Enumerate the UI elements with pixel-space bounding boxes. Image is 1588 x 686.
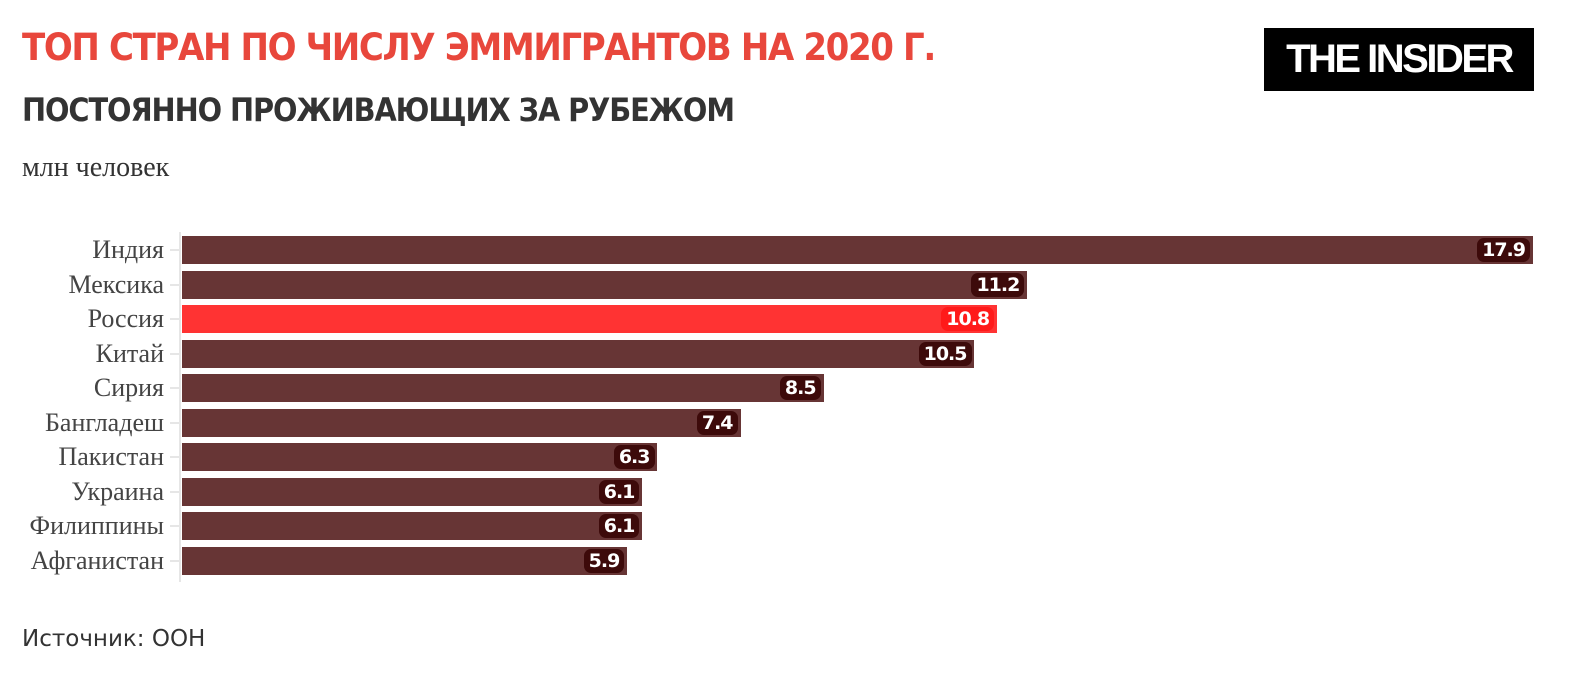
axis-tick	[170, 249, 180, 251]
bar	[182, 443, 658, 471]
units-label: млн человек	[22, 152, 170, 183]
bar-row: Мексика 11.2	[0, 269, 1588, 299]
category-label: Мексика	[68, 269, 164, 299]
axis-tick	[170, 421, 180, 424]
bar	[182, 339, 975, 368]
bar	[182, 512, 643, 540]
value-label: 10.8	[941, 307, 995, 331]
bar-highlighted	[182, 305, 998, 333]
category-label: Индия	[92, 235, 164, 264]
value-label: 11.2	[971, 272, 1025, 297]
category-label: Россия	[87, 304, 164, 333]
axis-tick	[170, 352, 180, 355]
bar	[182, 546, 628, 575]
bar-chart: Индия 17.9 Мексика 11.2 Россия 10.8 Китай 10.5 С…	[0, 228, 1588, 588]
chart-title: ТОП СТРАН ПО ЧИСЛУ ЭММИГРАНТОВ НА 2020 Г…	[22, 26, 936, 69]
bar-row: Филиппины 6.1	[0, 511, 1588, 540]
value-label: 6.1	[598, 514, 640, 538]
value-label: 10.5	[918, 341, 972, 366]
category-label: Украина	[71, 476, 164, 506]
value-label: 7.4	[696, 410, 738, 435]
value-label: 17.9	[1477, 238, 1530, 262]
bar-row: Китай 10.5	[0, 338, 1588, 368]
bar	[182, 408, 741, 437]
bar-row: Россия 10.8	[0, 304, 1588, 333]
bar-row: Украина 6.1	[0, 476, 1588, 506]
y-axis-line	[179, 232, 181, 582]
category-label: Пакистан	[58, 442, 164, 471]
bar-row: Афганистан 5.9	[0, 545, 1588, 575]
value-label: 6.3	[613, 445, 655, 469]
value-label: 6.1	[598, 479, 640, 504]
bar	[182, 236, 1533, 264]
bar-row: Бангладеш 7.4	[0, 407, 1588, 437]
bar	[182, 270, 1028, 299]
bar	[182, 477, 643, 506]
axis-tick	[170, 559, 180, 562]
category-label: Афганистан	[30, 545, 164, 575]
source-note: Источник: ООН	[22, 626, 206, 652]
bar-row: Сирия 8.5	[0, 373, 1588, 402]
category-label: Сирия	[93, 373, 164, 402]
axis-tick	[170, 387, 180, 389]
bar-row: Пакистан 6.3	[0, 442, 1588, 471]
value-label: 5.9	[583, 548, 625, 573]
category-label: Бангладеш	[44, 407, 164, 437]
axis-tick	[170, 525, 180, 527]
axis-tick	[170, 283, 180, 286]
bar-row: Индия 17.9	[0, 235, 1588, 264]
chart-subtitle: ПОСТОЯННО ПРОЖИВАЮЩИХ ЗА РУБЕЖОМ	[22, 91, 735, 129]
axis-tick	[170, 490, 180, 493]
value-label: 8.5	[779, 376, 821, 400]
the-insider-logo: THE INSIDER	[1264, 28, 1534, 91]
axis-tick	[170, 456, 180, 458]
category-label: Филиппины	[29, 511, 164, 540]
bar	[182, 374, 824, 402]
axis-tick	[170, 318, 180, 320]
category-label: Китай	[95, 338, 164, 368]
